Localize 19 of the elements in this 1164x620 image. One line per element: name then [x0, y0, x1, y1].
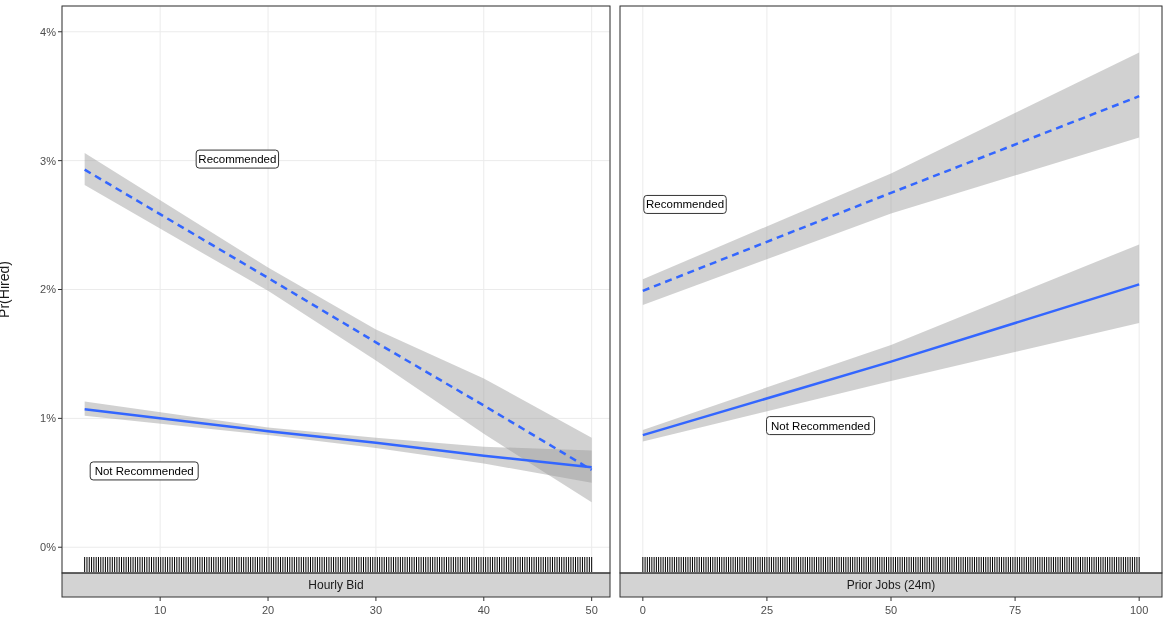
x-tick-label: 30 — [369, 604, 383, 616]
x-axis-title: Hourly Bid — [308, 578, 364, 592]
y-tick-label: 2% — [40, 283, 57, 296]
x-tick-label: 0 — [639, 604, 646, 616]
x-axis-title: Prior Jobs (24m) — [846, 578, 936, 592]
x-tick-label: 20 — [261, 604, 275, 616]
y-tick-label: 0% — [40, 541, 57, 554]
x-tick-label: 50 — [884, 604, 898, 616]
y-tick-label: 3% — [40, 154, 57, 167]
annotation: Not Recommended — [94, 464, 194, 477]
x-tick-label: 100 — [1129, 604, 1149, 616]
x-tick-label: 75 — [1008, 604, 1022, 616]
x-tick-label: 40 — [477, 604, 490, 616]
y-tick-label: 1% — [40, 412, 57, 425]
x-tick-label: 50 — [585, 604, 598, 616]
x-tick-label: 10 — [154, 604, 167, 616]
x-tick-label: 25 — [760, 604, 774, 616]
y-tick-label: 4% — [40, 25, 57, 38]
annotation: Not Recommended — [771, 419, 871, 432]
